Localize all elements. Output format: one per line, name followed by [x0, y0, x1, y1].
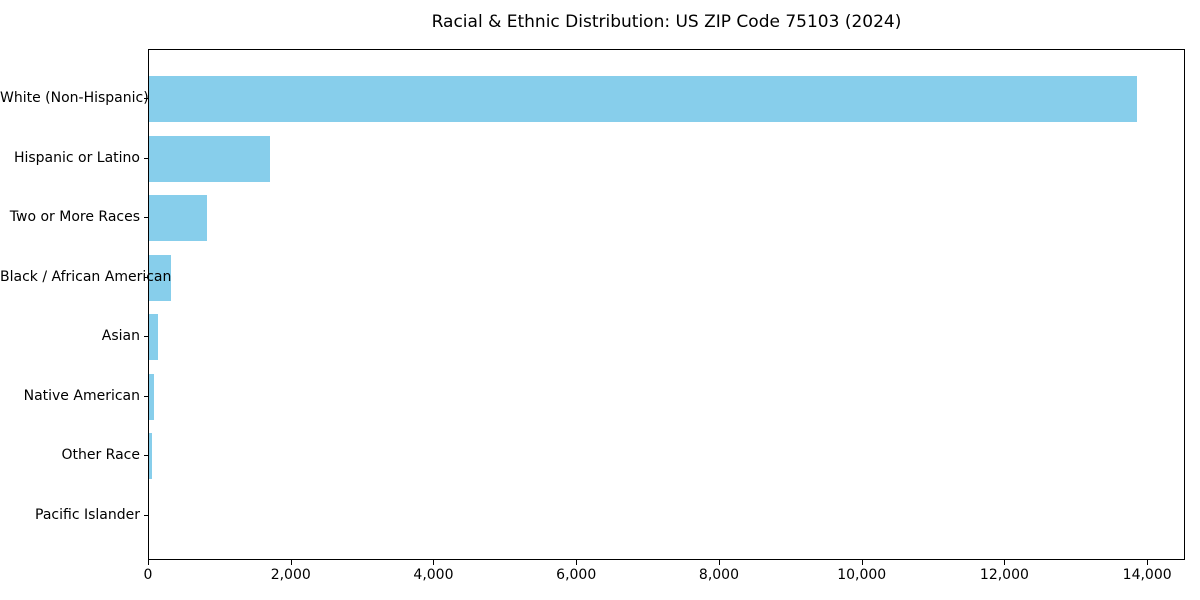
x-tick-label: 10,000	[837, 567, 887, 583]
category-label: Pacific Islander	[35, 507, 140, 523]
category-label: Two or More Races	[9, 209, 140, 226]
category-label: Hispanic or Latino	[13, 149, 140, 166]
x-tick-label: 2,000	[270, 567, 311, 583]
y-tick-mark	[144, 395, 148, 397]
plot-area	[148, 49, 1185, 560]
y-tick-mark	[144, 515, 148, 516]
bar	[149, 254, 172, 301]
category-label: Other Race	[61, 447, 140, 464]
x-tick-label: 12,000	[979, 567, 1029, 583]
category-label: White (Non-Hispanic)	[0, 90, 149, 106]
y-tick-mark	[144, 157, 148, 159]
x-tick-label: 6,000	[556, 567, 597, 583]
x-tick-mark	[861, 560, 863, 565]
category-label: Asian	[101, 328, 140, 345]
x-tick-mark	[148, 560, 149, 565]
chart-title: Racial & Ethnic Distribution: US ZIP Cod…	[431, 12, 902, 32]
y-tick-mark	[144, 336, 148, 338]
x-tick-mark	[433, 560, 435, 565]
x-tick-mark	[576, 560, 578, 565]
bar	[149, 135, 271, 182]
bar	[149, 373, 154, 420]
category-label: Native American	[23, 387, 140, 404]
x-tick-label: 4,000	[413, 567, 454, 583]
category-label: Black / African American	[0, 268, 172, 285]
x-tick-mark	[1004, 560, 1006, 565]
bar	[149, 76, 1137, 122]
x-tick-label: 0	[143, 567, 153, 583]
bar	[149, 195, 207, 242]
y-tick-mark	[144, 98, 148, 99]
x-tick-mark	[1147, 560, 1149, 565]
y-tick-mark	[144, 455, 148, 457]
bar	[149, 314, 159, 361]
x-tick-mark	[290, 560, 292, 565]
bar	[149, 433, 152, 480]
x-tick-mark	[718, 560, 720, 565]
y-tick-mark	[144, 276, 148, 278]
y-tick-mark	[144, 217, 148, 219]
x-tick-label: 14,000	[1122, 567, 1172, 583]
x-tick-label: 8,000	[698, 567, 739, 583]
